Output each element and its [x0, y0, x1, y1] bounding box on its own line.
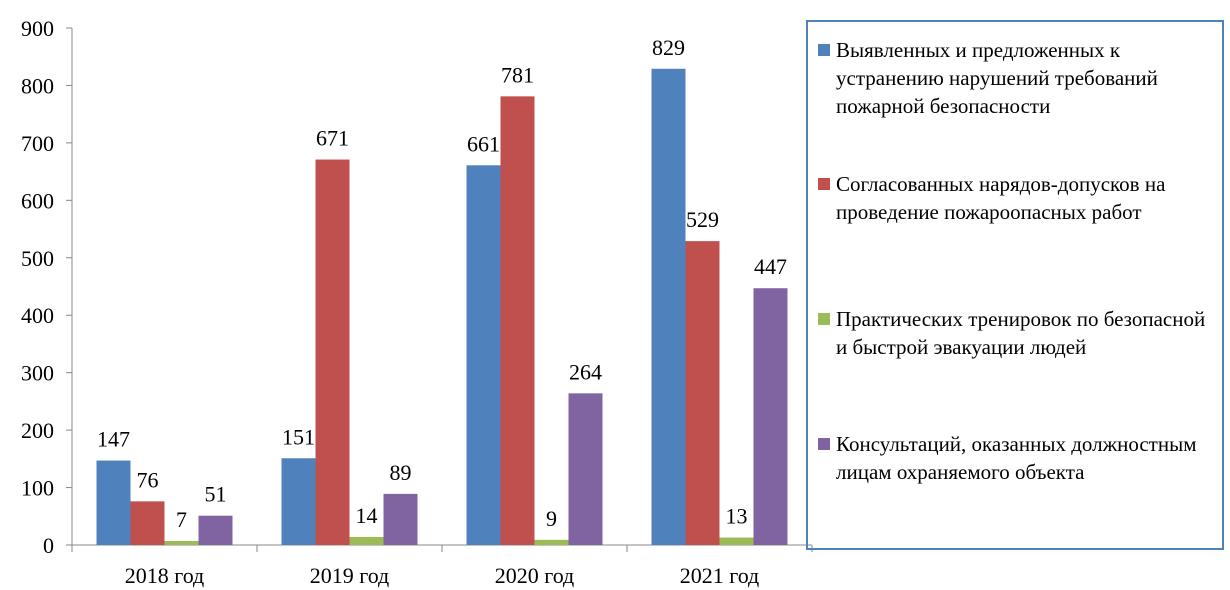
- bar: [349, 536, 384, 545]
- legend-label: Согласованных нарядов-допусков на провед…: [836, 172, 1166, 224]
- data-label: 76: [137, 467, 159, 492]
- data-label: 264: [569, 359, 602, 384]
- bar: [281, 458, 316, 545]
- legend-item: Выявленных и предложенных к устранению н…: [818, 36, 1218, 120]
- x-tick-label: 2019 год: [310, 563, 390, 588]
- data-label: 13: [726, 504, 748, 529]
- y-tick-label: 900: [21, 16, 54, 41]
- data-label: 529: [686, 207, 719, 232]
- bar: [719, 537, 754, 545]
- x-tick-label: 2018 год: [125, 563, 205, 588]
- bar: [534, 539, 569, 545]
- legend-item: Практических тренировок по безопасной и …: [818, 305, 1218, 361]
- y-tick-label: 800: [21, 73, 54, 98]
- legend-item: Консультаций, оказанных должностным лица…: [818, 430, 1218, 486]
- legend-label: Выявленных и предложенных к устранению н…: [836, 38, 1158, 118]
- data-label: 661: [467, 131, 500, 156]
- bar: [500, 96, 535, 545]
- x-tick-label: 2020 год: [495, 563, 575, 588]
- y-tick-label: 300: [21, 361, 54, 386]
- bar: [130, 501, 165, 545]
- data-label: 829: [652, 35, 685, 60]
- y-tick-label: 500: [21, 246, 54, 271]
- y-tick-label: 700: [21, 131, 54, 156]
- data-label: 14: [356, 503, 378, 528]
- y-tick-label: 400: [21, 303, 54, 328]
- bar: [383, 493, 418, 545]
- bar: [568, 393, 603, 545]
- legend-item: Согласованных нарядов-допусков на провед…: [818, 170, 1218, 226]
- data-label: 447: [754, 254, 787, 279]
- data-label: 89: [390, 460, 412, 485]
- bar: [164, 540, 199, 545]
- data-label: 151: [282, 424, 315, 449]
- legend-swatch: [818, 313, 830, 325]
- y-tick-label: 0: [43, 533, 54, 558]
- data-label: 147: [97, 427, 130, 452]
- bar: [198, 515, 233, 545]
- legend-swatch: [818, 438, 830, 450]
- legend-swatch: [818, 178, 830, 190]
- bar: [315, 159, 350, 545]
- bar: [685, 241, 720, 545]
- data-label: 51: [205, 482, 227, 507]
- x-tick-label: 2021 год: [680, 563, 760, 588]
- y-tick-label: 100: [21, 476, 54, 501]
- data-label: 7: [176, 507, 187, 532]
- legend-swatch: [818, 44, 830, 56]
- y-tick-label: 600: [21, 188, 54, 213]
- data-label: 9: [546, 506, 557, 531]
- bar: [753, 288, 788, 545]
- data-label: 671: [316, 126, 349, 151]
- legend-label: Консультаций, оказанных должностным лица…: [836, 432, 1197, 484]
- bar: [651, 68, 686, 545]
- legend-label: Практических тренировок по безопасной и …: [836, 307, 1206, 359]
- bar: [466, 165, 501, 545]
- bar: [96, 460, 131, 545]
- data-label: 781: [501, 62, 534, 87]
- y-tick-label: 200: [21, 418, 54, 443]
- legend: Выявленных и предложенных к устранению н…: [806, 20, 1224, 550]
